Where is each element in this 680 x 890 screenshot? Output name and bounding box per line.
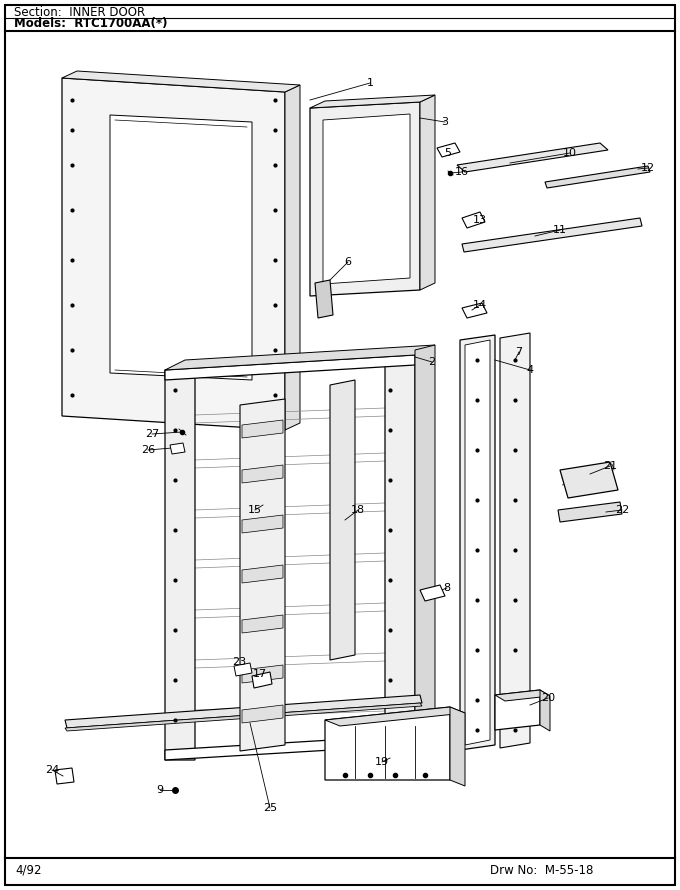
Text: Drw No:  M-55-18: Drw No: M-55-18 [490,863,594,877]
Polygon shape [62,71,300,92]
Polygon shape [170,443,185,454]
Polygon shape [500,333,530,748]
Polygon shape [495,690,550,701]
Text: 5: 5 [445,148,452,158]
Polygon shape [285,85,300,430]
Polygon shape [242,465,283,483]
Polygon shape [165,365,195,760]
Polygon shape [234,663,252,676]
Text: 23: 23 [232,657,246,667]
Polygon shape [450,707,465,786]
Polygon shape [55,768,74,784]
Text: 6: 6 [345,257,352,267]
Polygon shape [545,166,650,188]
Text: 11: 11 [553,225,567,235]
Polygon shape [242,665,283,683]
Polygon shape [165,345,435,370]
Polygon shape [315,280,333,318]
Text: 21: 21 [603,461,617,471]
Text: 19: 19 [375,757,389,767]
Polygon shape [242,420,283,438]
Polygon shape [457,143,608,172]
Polygon shape [242,705,283,723]
Polygon shape [62,78,285,430]
Text: 7: 7 [515,347,522,357]
Text: Section:  INNER DOOR: Section: INNER DOOR [14,5,145,19]
Polygon shape [420,585,445,601]
Text: 17: 17 [253,669,267,679]
Polygon shape [252,672,272,688]
Polygon shape [465,340,490,745]
Text: 10: 10 [563,148,577,158]
Text: 15: 15 [248,505,262,515]
Polygon shape [65,703,422,731]
Polygon shape [110,115,252,380]
Polygon shape [65,695,422,728]
Polygon shape [330,380,355,660]
Text: 27: 27 [145,429,159,439]
Text: 26: 26 [141,445,155,455]
Polygon shape [242,565,283,583]
Text: 4/92: 4/92 [15,863,41,877]
Polygon shape [310,95,435,108]
Text: 1: 1 [367,78,373,88]
Text: 13: 13 [473,215,487,225]
Polygon shape [462,218,642,252]
Text: 9: 9 [156,785,164,795]
Polygon shape [460,335,495,750]
Text: Models:  RTC1700AA(*): Models: RTC1700AA(*) [14,18,167,30]
Polygon shape [540,690,550,731]
Polygon shape [240,399,285,751]
Polygon shape [165,355,415,380]
Polygon shape [323,114,410,284]
Polygon shape [242,515,283,533]
Polygon shape [310,102,420,296]
Text: 20: 20 [541,693,555,703]
Polygon shape [385,350,415,745]
Polygon shape [462,303,487,318]
Polygon shape [325,707,450,780]
Text: 16: 16 [455,167,469,177]
Text: 24: 24 [45,765,59,775]
Text: 2: 2 [428,357,436,367]
Text: 4: 4 [526,365,534,375]
Text: 22: 22 [615,505,629,515]
Text: 25: 25 [263,803,277,813]
Polygon shape [242,615,283,633]
Polygon shape [165,735,415,760]
Polygon shape [437,143,460,157]
Text: 18: 18 [351,505,365,515]
Polygon shape [495,690,540,730]
Text: 14: 14 [473,300,487,310]
Polygon shape [558,502,622,522]
Polygon shape [462,212,485,228]
Text: 8: 8 [443,583,451,593]
Text: 3: 3 [441,117,449,127]
Polygon shape [420,95,435,290]
Polygon shape [560,462,618,498]
Polygon shape [415,345,435,745]
Polygon shape [325,707,465,726]
Text: 12: 12 [641,163,655,173]
